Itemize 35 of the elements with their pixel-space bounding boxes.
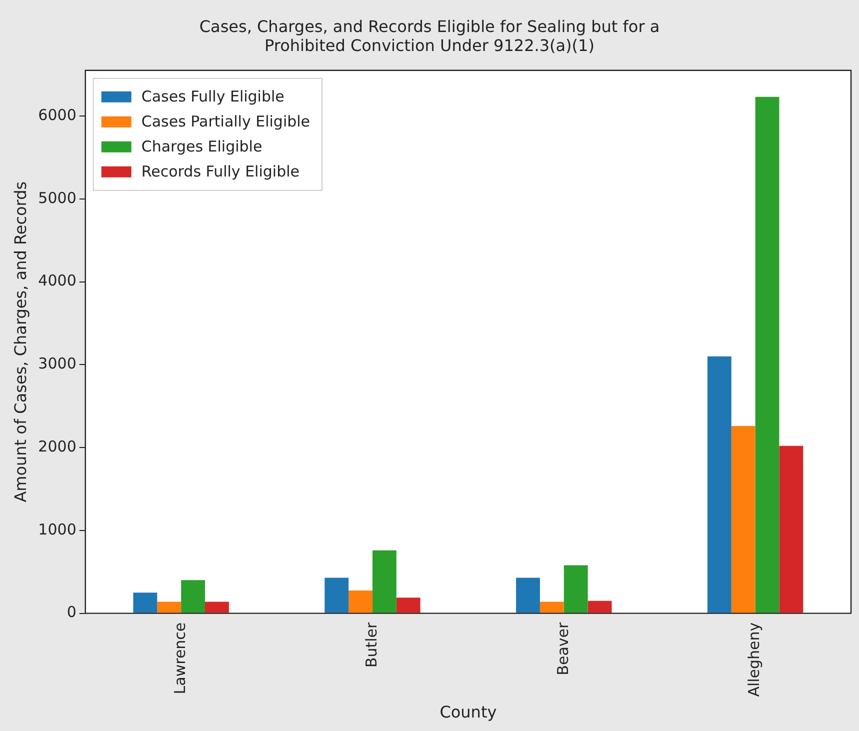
legend-label: Cases Fully Eligible xyxy=(141,87,284,106)
text: Prohibited Conviction Under 9122.3(a)(1) xyxy=(264,36,594,55)
bar xyxy=(324,578,349,613)
bar xyxy=(205,602,229,613)
bar xyxy=(348,590,372,613)
bar xyxy=(157,602,182,613)
legend-label: Records Fully Eligible xyxy=(141,162,300,180)
x-tick-label: Allegheny xyxy=(745,622,764,697)
y-tick-label: 6000 xyxy=(38,106,76,124)
y-tick-label: 3000 xyxy=(38,354,76,373)
bar xyxy=(779,446,804,613)
bar xyxy=(707,356,732,613)
text: Cases, Charges, and Records Eligible for Sealing but for a xyxy=(199,16,660,36)
y-tick-label: 4000 xyxy=(38,272,76,290)
bar xyxy=(540,602,564,613)
legend-label: Charges Eligible xyxy=(141,137,262,156)
x-tick-label: Beaver xyxy=(554,622,572,676)
bar xyxy=(564,565,588,613)
y-tick-label: 5000 xyxy=(38,188,76,207)
bar xyxy=(755,96,780,613)
y-tick-label: 0 xyxy=(66,603,76,622)
y-axis-title: Amount of Cases, Charges, and Records xyxy=(10,181,30,502)
bar xyxy=(396,598,420,613)
bar xyxy=(181,580,206,613)
y-tick-label: 1000 xyxy=(38,520,76,538)
y-tick-label: 2000 xyxy=(38,437,76,456)
x-axis-title: County xyxy=(440,702,497,722)
x-tick-label: Lawrence xyxy=(170,622,189,694)
bar xyxy=(133,592,158,613)
bar xyxy=(372,550,396,613)
bar xyxy=(731,426,756,613)
x-tick-label: Butler xyxy=(362,622,380,668)
bar xyxy=(588,600,612,613)
legend-label: Cases Partially Eligible xyxy=(141,112,310,130)
bar xyxy=(516,578,540,613)
